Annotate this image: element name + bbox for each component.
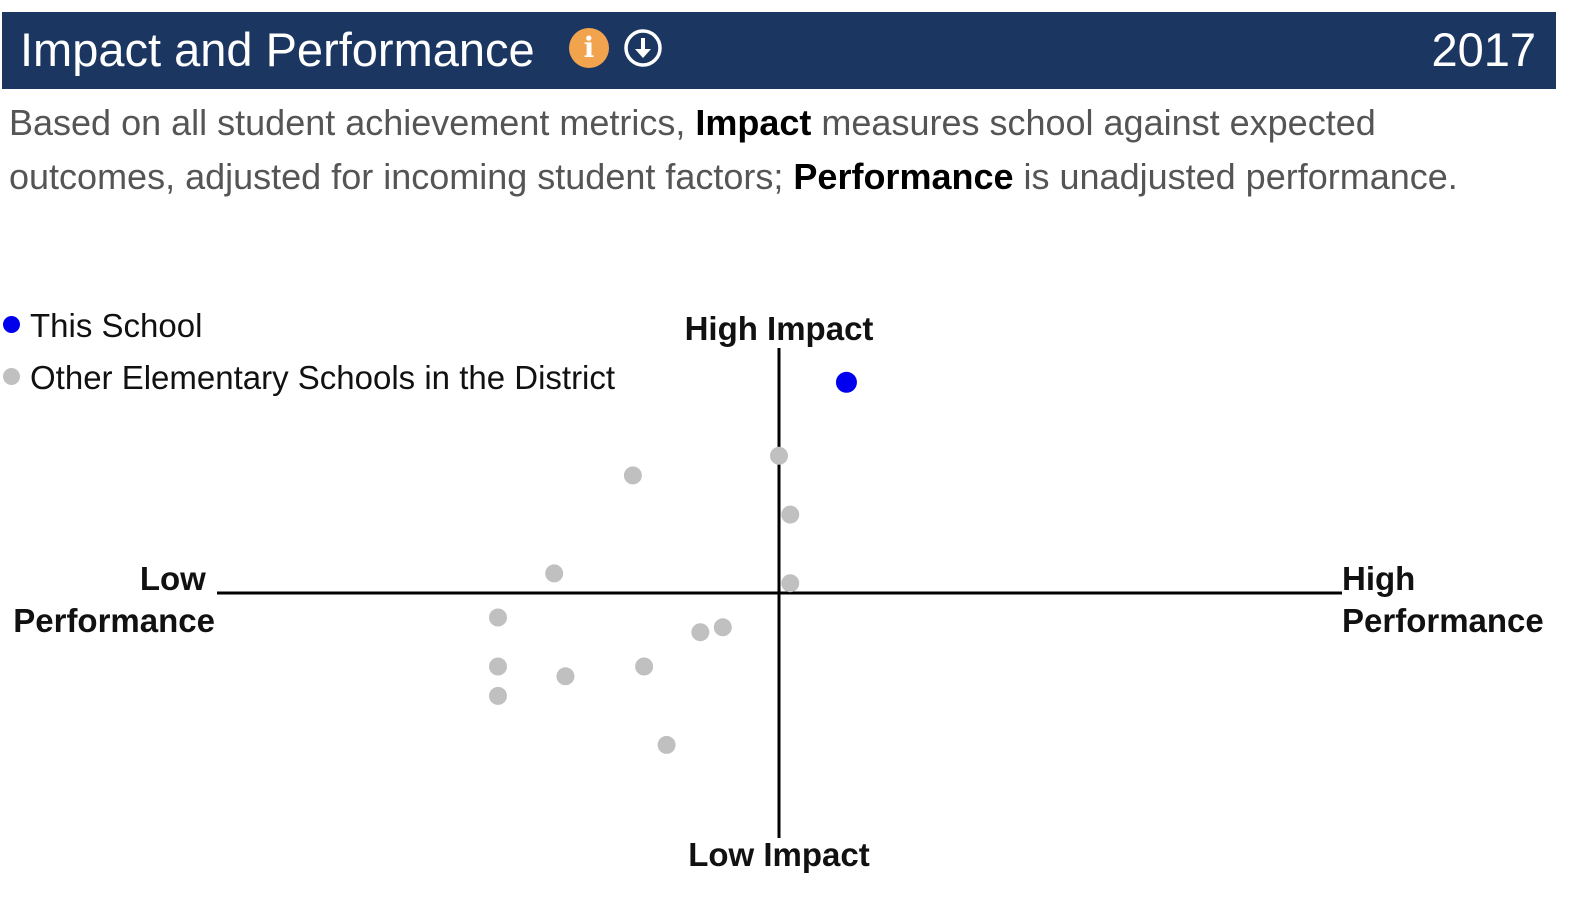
description-bold-impact: Impact: [695, 102, 812, 143]
legend-label: Other Elementary Schools in the District: [30, 359, 616, 396]
other-school-point[interactable]: [489, 608, 507, 627]
description-part2: measures school against expected outcome…: [9, 102, 1376, 197]
year-label: 2017: [1431, 23, 1536, 76]
description-part3: is unadjusted performance.: [1013, 156, 1458, 197]
other-school-point[interactable]: [691, 623, 710, 642]
description-text: Based on all student achievement metrics…: [9, 96, 1529, 204]
other-school-point[interactable]: [781, 574, 800, 593]
legend-dot-icon: [3, 316, 20, 333]
other-school-point[interactable]: [556, 667, 575, 686]
other-school-point[interactable]: [770, 446, 788, 465]
x-axis-high-label: High Performance: [1342, 560, 1544, 639]
legend-item-this-school: This School: [3, 303, 615, 355]
other-school-point[interactable]: [489, 657, 507, 676]
legend-item-other-schools: Other Elementary Schools in the District: [3, 355, 615, 407]
info-icon[interactable]: i: [569, 28, 609, 68]
y-axis-low-label: Low Impact: [688, 836, 870, 873]
description-bold-performance: Performance: [793, 156, 1014, 197]
other-school-point[interactable]: [713, 618, 732, 637]
other-school-point[interactable]: [635, 657, 654, 676]
y-axis-high-label: High Impact: [685, 310, 874, 347]
other-school-point[interactable]: [489, 686, 507, 705]
header-bar: Impact and Performance 2017: [2, 12, 1556, 89]
x-axis-low-label: Low Performance: [13, 560, 215, 639]
download-circle-icon[interactable]: [623, 28, 663, 68]
legend-dot-icon: [3, 368, 20, 385]
other-school-point[interactable]: [623, 466, 642, 485]
other-school-point[interactable]: [545, 564, 564, 583]
legend-label: This School: [30, 307, 203, 344]
description-part1: Based on all student achievement metrics…: [9, 102, 696, 143]
chart-legend: This School Other Elementary Schools in …: [3, 303, 615, 407]
points-layer: [489, 371, 857, 754]
other-school-point[interactable]: [781, 505, 800, 524]
this-school-point[interactable]: [835, 371, 857, 393]
other-school-point[interactable]: [657, 735, 676, 754]
page-title: Impact and Performance: [20, 23, 535, 76]
